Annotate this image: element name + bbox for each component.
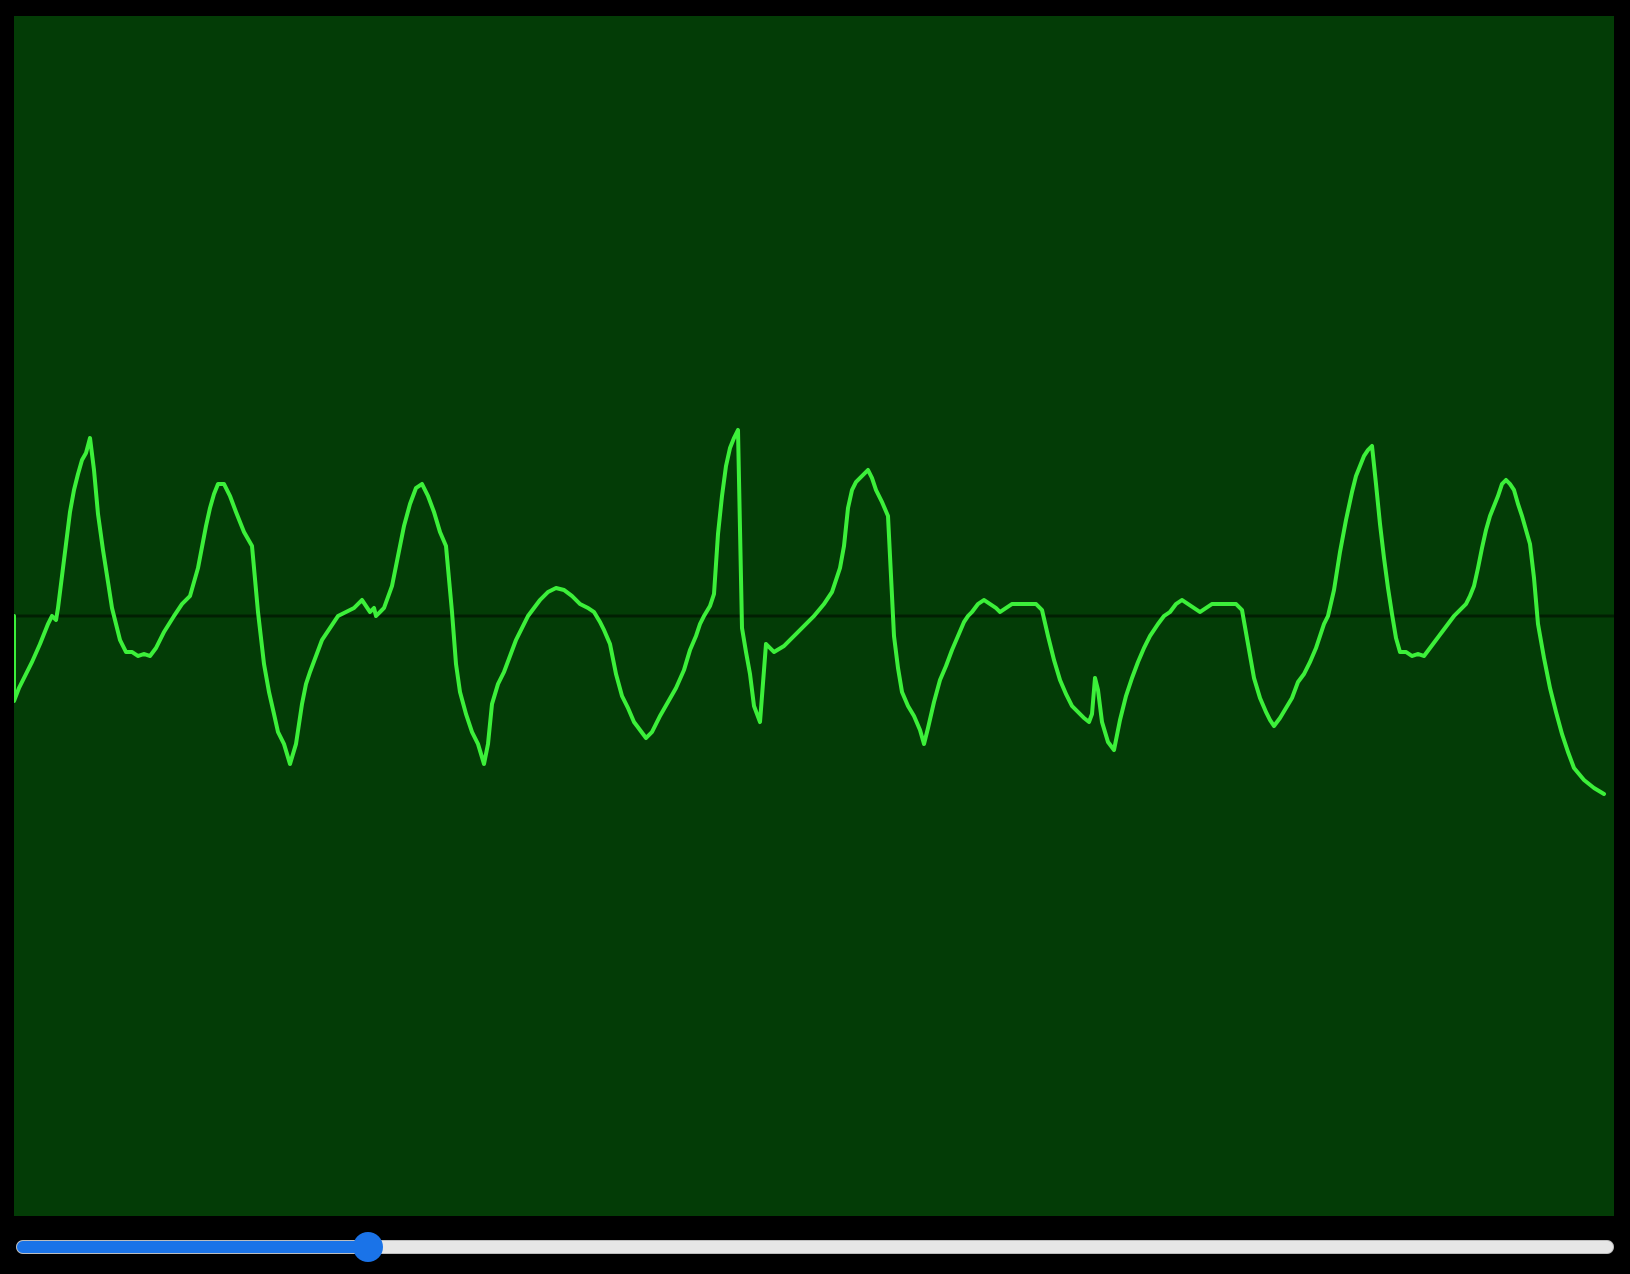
slider-thumb[interactable] <box>353 1232 384 1262</box>
position-slider[interactable] <box>16 1232 1614 1262</box>
waveform-display <box>14 16 1614 1216</box>
waveform-chart <box>14 16 1614 1216</box>
waveform-trace <box>14 428 1606 796</box>
slider-progress-fill <box>17 1241 369 1253</box>
